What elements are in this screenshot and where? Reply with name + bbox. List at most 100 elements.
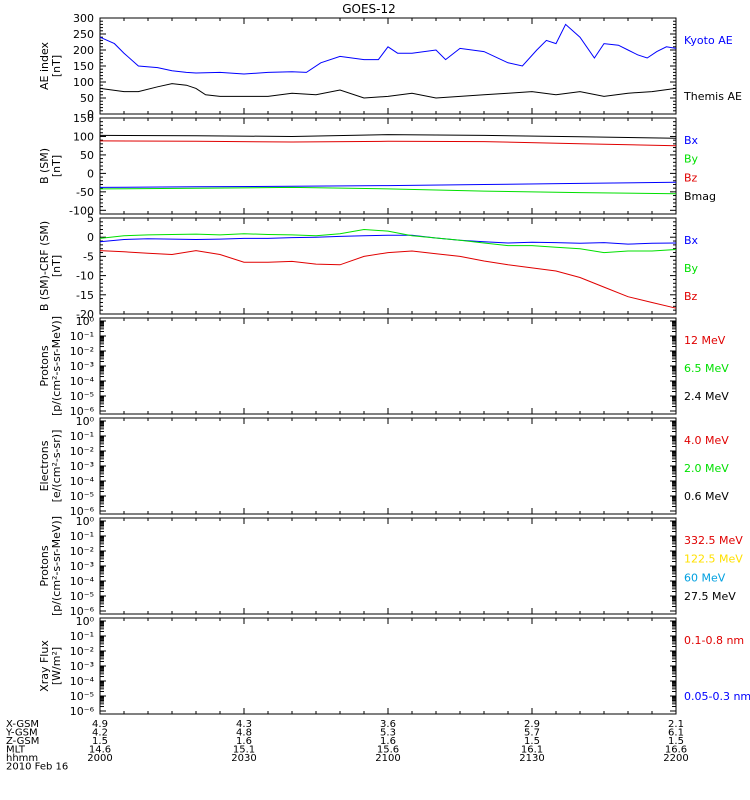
series-line-themis-ae bbox=[99, 83, 677, 99]
x-tick-label: 2000 bbox=[87, 753, 112, 764]
series-line-bz bbox=[99, 140, 677, 147]
y-tick-label: 10⁻⁴ bbox=[70, 475, 95, 488]
panel-frame bbox=[99, 617, 677, 715]
x-row-label: X-GSM bbox=[6, 719, 39, 730]
legend-entry: Bx bbox=[684, 134, 699, 147]
y-tick-label: 50 bbox=[80, 149, 94, 162]
legend-entry: Bx bbox=[684, 234, 699, 247]
y-tick-label: -20 bbox=[76, 308, 94, 321]
y-tick-label: 10⁻¹ bbox=[70, 630, 94, 643]
y-tick-label: 10⁻⁶ bbox=[70, 505, 95, 518]
panel-frame bbox=[99, 17, 677, 115]
y-tick-label: 10⁻³ bbox=[70, 460, 94, 473]
legend-entry: 4.0 MeV bbox=[684, 434, 729, 447]
panel-frame bbox=[99, 117, 677, 215]
y-axis-label: Electrons [e/(cm²-s-sr)] bbox=[38, 430, 63, 503]
y-tick-label: 10⁻⁶ bbox=[70, 405, 95, 418]
y-tick-label: 10⁻¹ bbox=[70, 330, 94, 343]
x-tick-label: 5.7 bbox=[524, 728, 540, 739]
y-axis-label-line: B (SM)-CRF (SM) bbox=[38, 221, 51, 311]
y-tick-label: 10⁻⁵ bbox=[70, 590, 94, 603]
y-axis-label-line: [p/(cm²-s-sr-MeV)] bbox=[50, 316, 63, 416]
y-tick-label: 10⁰ bbox=[76, 515, 95, 528]
y-tick-label: 150 bbox=[73, 112, 94, 125]
y-tick-label: 150 bbox=[73, 60, 94, 73]
series-line-by bbox=[99, 186, 677, 195]
y-tick-label: 10⁻⁵ bbox=[70, 690, 94, 703]
y-tick-label: 10⁻⁶ bbox=[70, 605, 95, 618]
x-row-label: Y-GSM bbox=[5, 728, 38, 739]
y-axis-label-line: Protons bbox=[38, 545, 51, 586]
x-tick-label: 2030 bbox=[231, 753, 256, 764]
x-tick-label: 2.9 bbox=[524, 719, 540, 730]
y-axis-label-line: [e/(cm²-s-sr)] bbox=[50, 430, 63, 503]
y-axis-label-line: [nT] bbox=[50, 155, 63, 177]
y-tick-label: -5 bbox=[83, 250, 94, 263]
panel-4: 10⁰ 10⁻¹ 10⁻² 10⁻³ 10⁻⁴ 10⁻⁵ 10⁻⁶ Protons [p/(cm… bbox=[38, 315, 729, 418]
y-axis-label-line: Electrons bbox=[38, 440, 51, 491]
y-axis-label-line: [p/(cm²-s-sr-MeV)] bbox=[50, 516, 63, 616]
y-tick-label: 0 bbox=[87, 108, 94, 121]
y-tick-label: -10 bbox=[76, 270, 94, 283]
x-tick-label: 2200 bbox=[663, 753, 688, 764]
legend-entry: By bbox=[684, 153, 699, 166]
series-line-by bbox=[99, 228, 677, 254]
legend-entry: 60 MeV bbox=[684, 571, 726, 584]
legend-entry: Bz bbox=[684, 171, 698, 184]
panel-1: 0 50 100 150 200 250 300 AE index [nT] Kyoto AE Th… bbox=[38, 12, 742, 121]
legend-entry: 0.05-0.3 nm bbox=[684, 690, 750, 703]
x-tick-label: 5.3 bbox=[380, 728, 396, 739]
y-axis-label: Protons [p/(cm²-s-sr-MeV)] bbox=[38, 516, 63, 616]
x-tick-label: 16.6 bbox=[665, 745, 687, 756]
x-row-label: MLT bbox=[6, 745, 26, 756]
y-tick-label: 10⁻⁶ bbox=[70, 705, 95, 718]
legend-entry: Kyoto AE bbox=[684, 34, 733, 47]
x-tick-label: 15.6 bbox=[377, 745, 399, 756]
y-axis-label: B (SM)-CRF (SM) [nT] bbox=[38, 221, 63, 311]
y-axis-label: B (SM) [nT] bbox=[38, 148, 63, 184]
x-tick-label: 2100 bbox=[375, 753, 400, 764]
y-tick-label: -15 bbox=[76, 289, 94, 302]
y-tick-label: 50 bbox=[80, 92, 94, 105]
panel-frame bbox=[99, 417, 677, 515]
x-tick-label: 2130 bbox=[519, 753, 544, 764]
y-axis-label: AE index [nT] bbox=[38, 41, 63, 90]
y-axis-label-line: [nT] bbox=[50, 255, 63, 277]
y-tick-label: 10⁻¹ bbox=[70, 430, 94, 443]
panel-frame bbox=[99, 517, 677, 615]
y-tick-label: 10⁻⁵ bbox=[70, 490, 94, 503]
y-tick-label: 10⁻² bbox=[70, 645, 94, 658]
y-tick-label: 10⁻⁴ bbox=[70, 675, 95, 688]
y-tick-label: 10⁰ bbox=[76, 615, 95, 628]
y-tick-label: 10⁻¹ bbox=[70, 530, 94, 543]
y-tick-label: 10⁻² bbox=[70, 445, 94, 458]
y-axis-label-line: AE index bbox=[38, 41, 51, 90]
y-tick-label: 10⁻² bbox=[70, 345, 94, 358]
y-axis-label: Protons [p/(cm²-s-sr-MeV)] bbox=[38, 316, 63, 416]
legend-entry: Bmag bbox=[684, 190, 716, 203]
x-tick-label: 1.6 bbox=[380, 736, 396, 747]
y-tick-label: 10⁻⁴ bbox=[70, 575, 95, 588]
y-tick-label: 10⁻³ bbox=[70, 660, 94, 673]
x-tick-label: 15.1 bbox=[233, 745, 255, 756]
y-tick-label: 10⁻³ bbox=[70, 560, 94, 573]
series-line-bz bbox=[99, 250, 677, 309]
y-tick-label: 0 bbox=[87, 231, 94, 244]
legend-entry: 0.1-0.8 nm bbox=[684, 634, 744, 647]
y-tick-label: 200 bbox=[73, 44, 94, 57]
y-tick-label: 10⁻² bbox=[70, 545, 94, 558]
x-tick-label: 4.3 bbox=[236, 719, 252, 730]
y-tick-label: 100 bbox=[73, 130, 94, 143]
legend-entry: Themis AE bbox=[683, 90, 742, 103]
y-tick-label: 10⁻⁴ bbox=[70, 375, 95, 388]
x-tick-label: 3.6 bbox=[380, 719, 396, 730]
legend-entry: 0.6 MeV bbox=[684, 490, 729, 503]
panel-6: 10⁰ 10⁻¹ 10⁻² 10⁻³ 10⁻⁴ 10⁻⁵ 10⁻⁶ Protons [p/(cm… bbox=[38, 515, 743, 618]
y-tick-label: 0 bbox=[87, 167, 94, 180]
legend-entry: 6.5 MeV bbox=[684, 362, 729, 375]
x-tick-label: 1.6 bbox=[236, 736, 252, 747]
series-line-bx bbox=[99, 234, 677, 245]
date-label: 2010 Feb 16 bbox=[6, 762, 68, 773]
